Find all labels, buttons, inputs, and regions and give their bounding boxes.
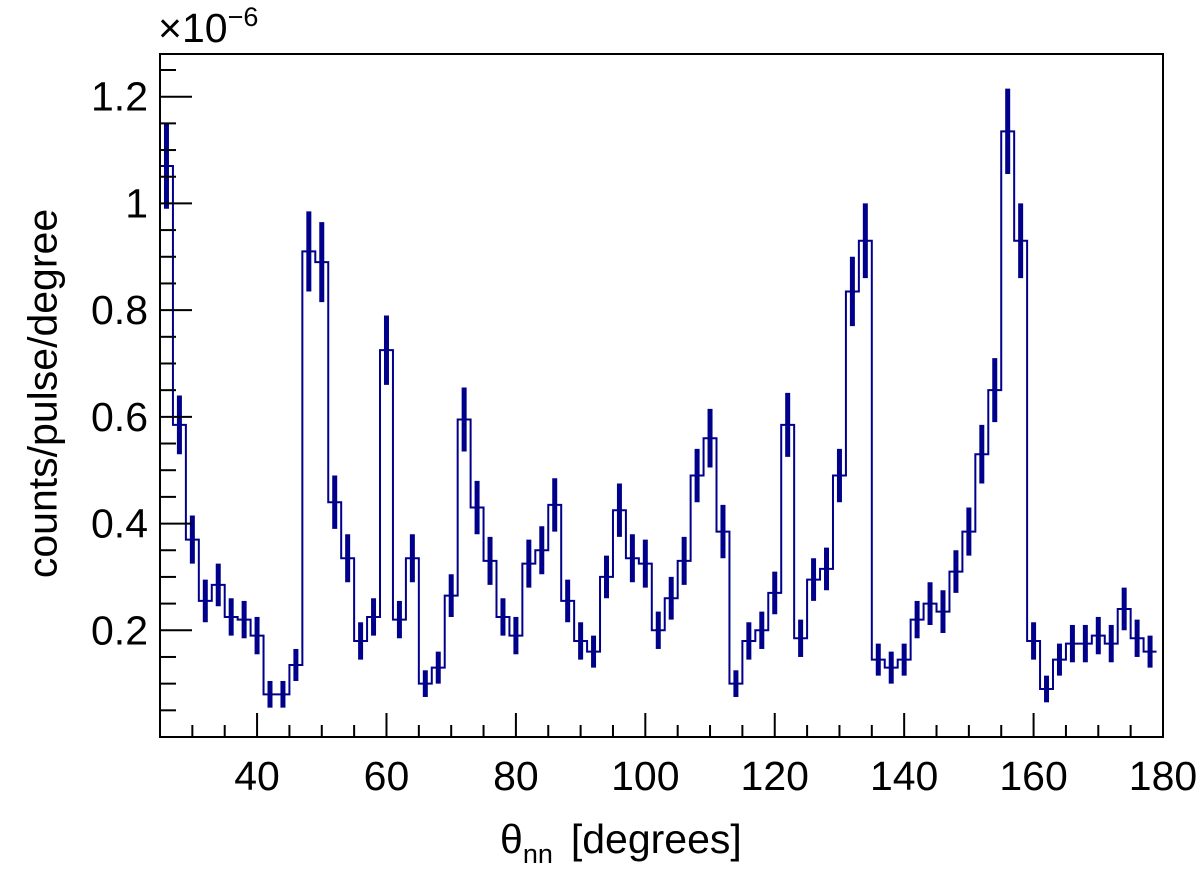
- x-tick-label: 100: [611, 753, 679, 799]
- y-tick-label: 0.4: [91, 501, 148, 547]
- y-tick-label: 0.6: [91, 394, 148, 440]
- x-tick-label: 180: [1129, 753, 1197, 799]
- y-axis-label: counts/pulse/degree: [19, 208, 66, 579]
- y-tick-label: 0.2: [91, 607, 148, 653]
- x-axis-label: θnn [degrees]: [500, 816, 742, 869]
- x-tick-label: 120: [741, 753, 809, 799]
- y-tick-label: 0.8: [91, 287, 148, 333]
- x-tick-label: 80: [493, 753, 539, 799]
- plot-frame: [159, 53, 1164, 738]
- x-tick-label: 40: [234, 753, 280, 799]
- y-tick-label: 1: [125, 180, 148, 226]
- y-scale-factor: ×10−6: [158, 2, 259, 51]
- x-tick-label: 140: [870, 753, 938, 799]
- y-tick-label: 1.2: [91, 74, 148, 120]
- x-tick-label: 160: [999, 753, 1067, 799]
- x-tick-label: 60: [364, 753, 410, 799]
